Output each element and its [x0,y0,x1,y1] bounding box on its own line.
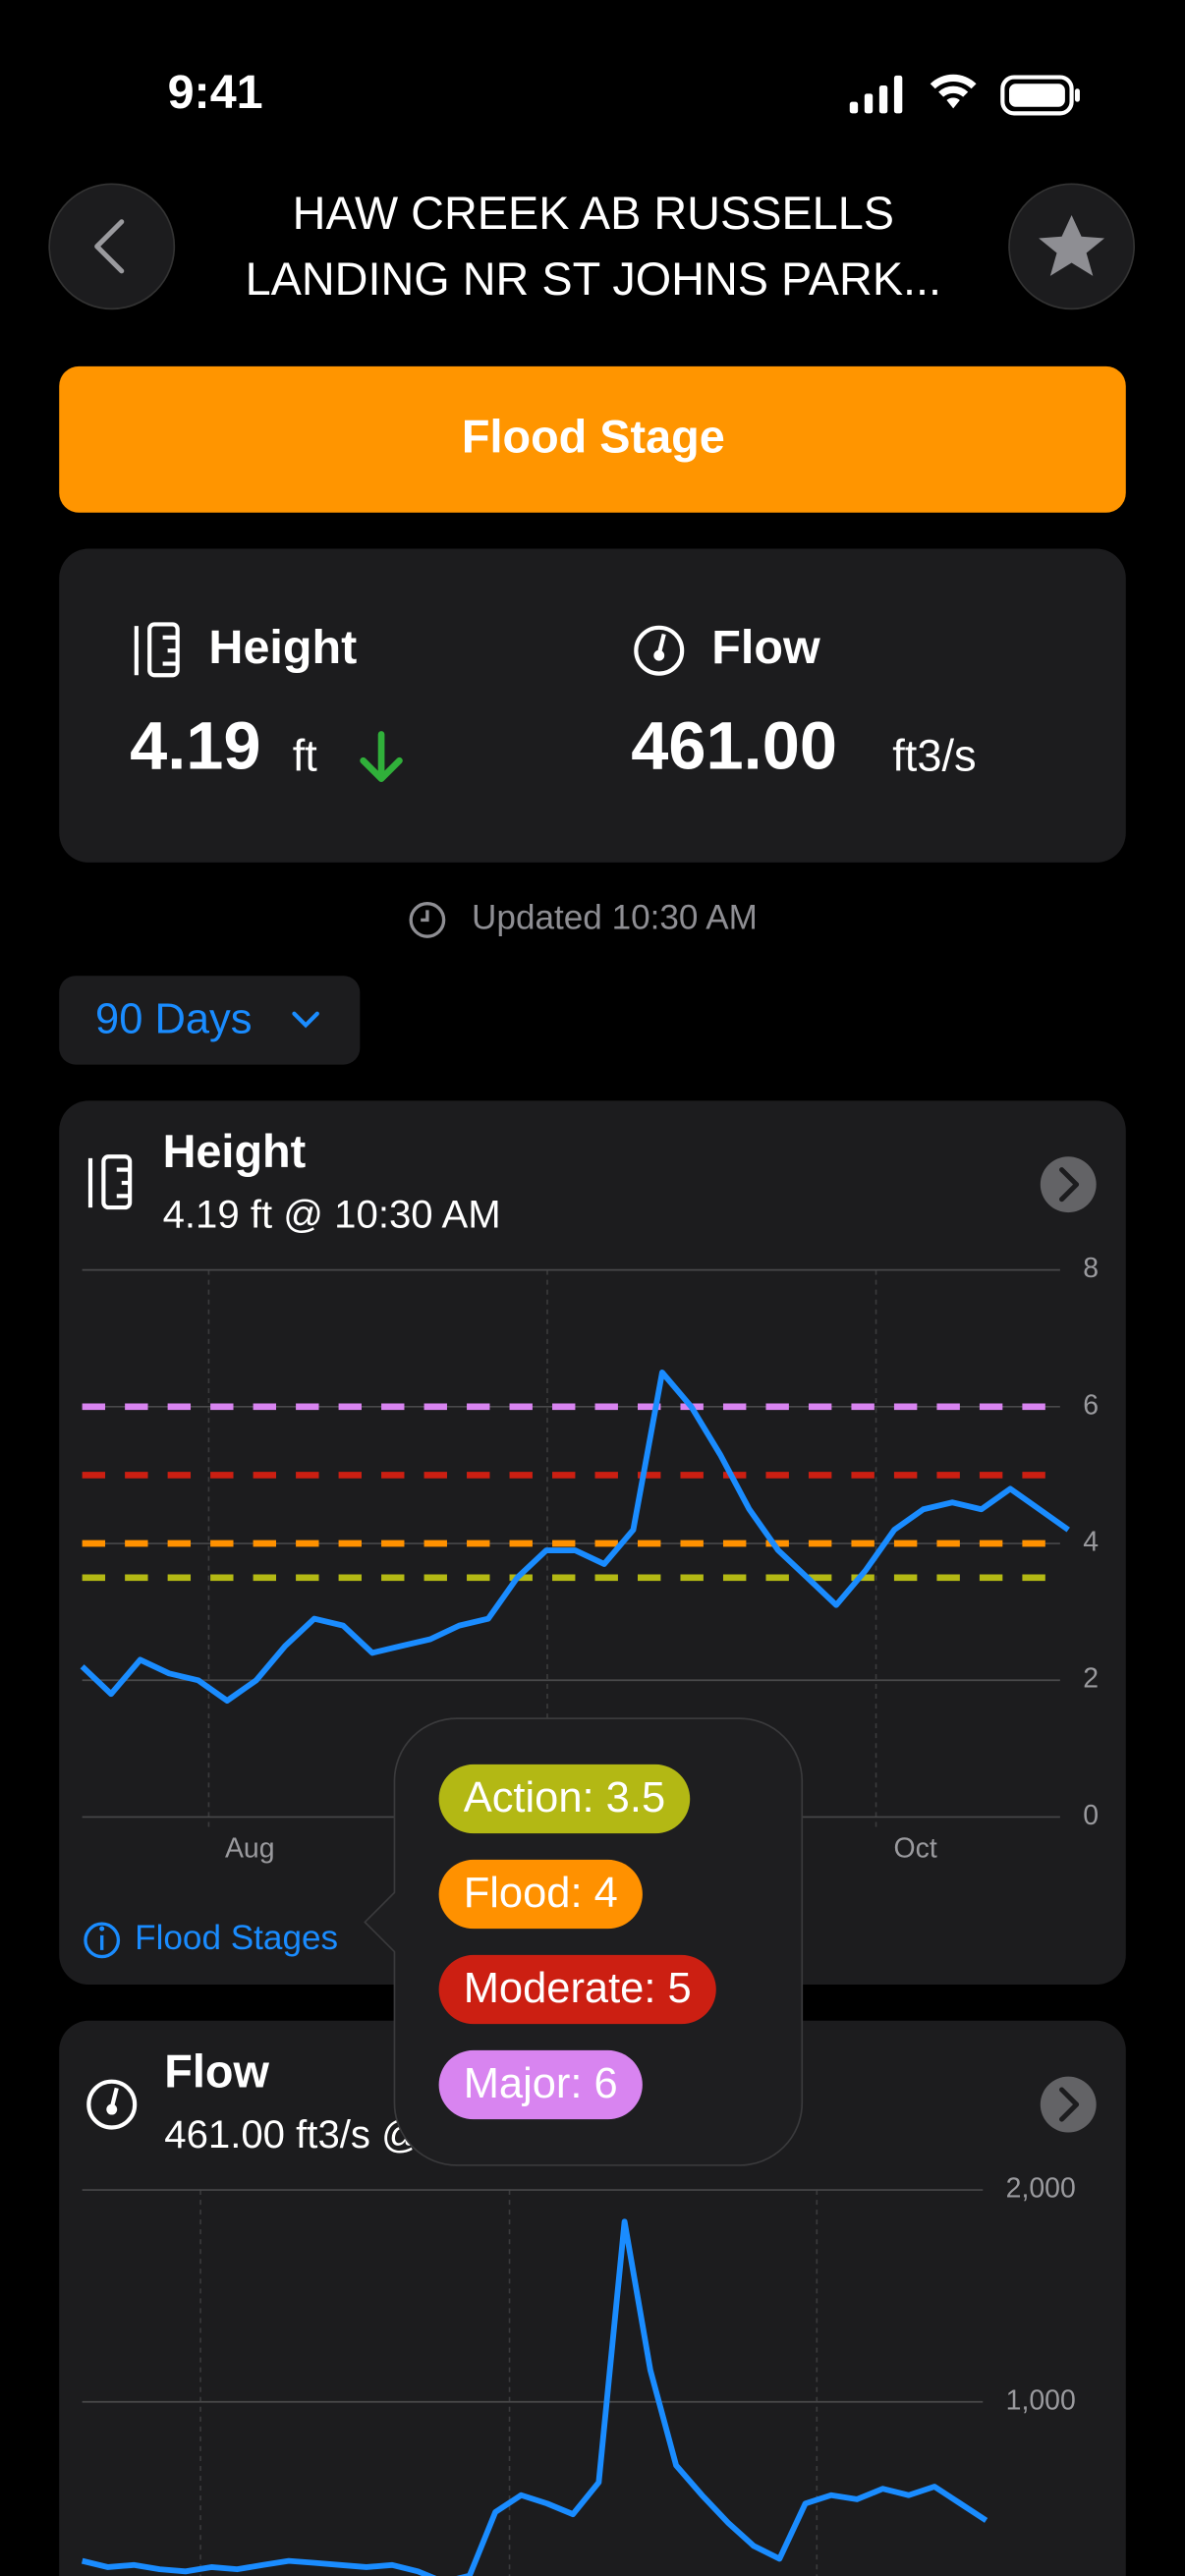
favorite-button[interactable] [1008,183,1135,310]
stage-label: Flood: 4 [464,1870,618,1917]
card-subtitle: 4.19 ft @ 10:30 AM [163,1193,501,1237]
detail-button[interactable] [1040,1156,1097,1213]
y-tick-label: 2,000 [1006,2173,1076,2205]
y-tick-label: 2 [1083,1663,1099,1695]
banner-text: Flood Stage [462,412,725,463]
stage-label: Moderate: 5 [464,1965,692,2012]
stage-pill [438,2049,643,2120]
y-tick-label: 6 [1083,1389,1099,1421]
back-button[interactable] [48,183,176,310]
stage-pill [438,1859,643,1930]
station-title: LANDING NR ST JOHNS PARK... [246,253,941,305]
summary-label: Height [208,621,357,674]
x-tick-label: Aug [225,1832,275,1864]
height-value: 4.19 [130,707,260,783]
flood-banner [59,365,1126,513]
range-picker[interactable]: 90 Days [59,976,361,1065]
flow-icon [634,625,685,676]
detail-button[interactable] [1040,2076,1097,2133]
height-unit: ft [293,730,318,780]
stage-pill [438,1764,691,1834]
clock-icon [409,902,446,938]
summary-card [59,548,1126,863]
data-line [81,2218,988,2576]
updated-text: Updated 10:30 AM [472,899,758,937]
y-tick-label: 1,000 [1006,2384,1076,2416]
flood-stages-popover: Action: 3.5 Flood: 4 Moderate: 5 Major: 6 [364,1717,804,2166]
flow-card [59,2020,1126,2576]
flood-stages-link[interactable]: Flood Stages [84,1919,338,1959]
flow-icon [86,2079,138,2130]
y-tick-label: 0 [1083,1800,1099,1831]
status-icons [849,74,1080,116]
summary-label: Flow [711,621,820,674]
trend-arrow [360,731,403,782]
stage-label: Major: 6 [464,2060,618,2107]
x-tick-label: Oct [894,1832,937,1864]
station-title: HAW CREEK AB RUSSELLS [293,188,894,239]
link-text: Flood Stages [135,1919,338,1957]
y-tick-label: 8 [1083,1253,1099,1284]
range-text: 90 Days [95,996,252,1043]
card-title: Flow [164,2045,269,2097]
card-title: Height [163,1126,307,1177]
flow-value: 461.00 [631,707,837,783]
stage-label: Action: 3.5 [464,1774,665,1821]
flow-unit: ft3/s [892,730,976,780]
stage-pill [438,1954,716,2025]
height-icon [87,1154,133,1210]
y-tick-label: 4 [1083,1527,1099,1558]
status-time: 9:41 [168,66,263,119]
height-icon [134,622,180,678]
data-line [80,1370,1070,1704]
